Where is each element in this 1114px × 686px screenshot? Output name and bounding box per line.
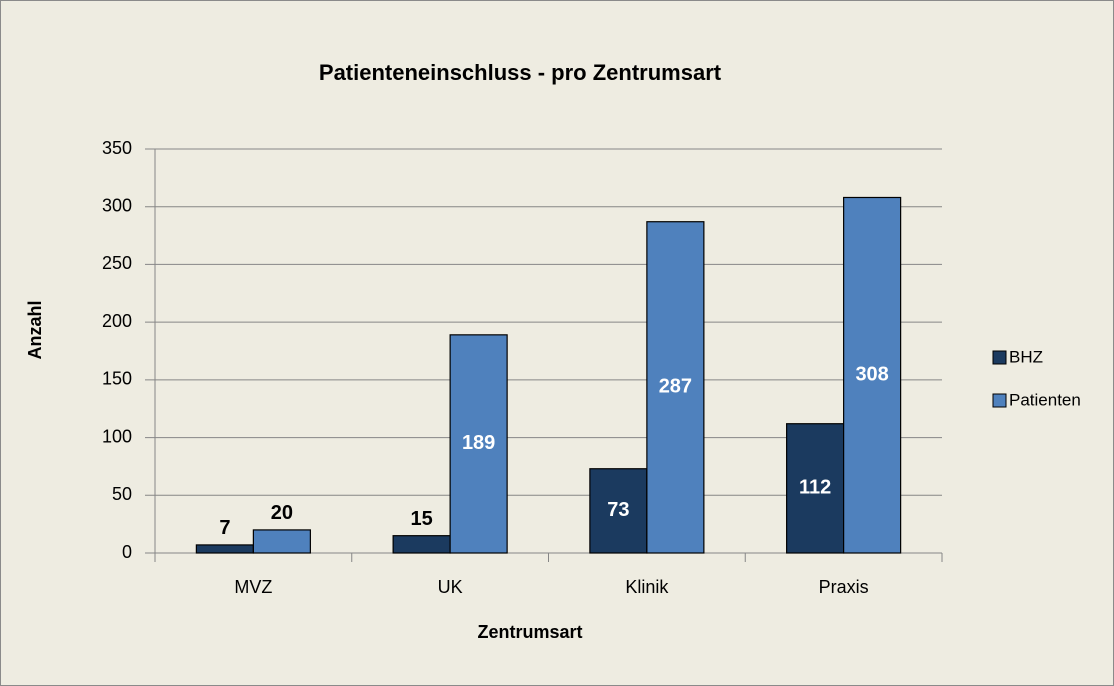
bar — [195, 544, 254, 554]
bar — [843, 196, 902, 554]
y-tick-label: 200 — [102, 311, 132, 331]
bar — [449, 334, 508, 554]
data-label: 73 — [607, 499, 629, 521]
data-label: 20 — [271, 502, 293, 524]
bar — [252, 529, 311, 554]
legend-label: Patienten — [1009, 390, 1081, 409]
legend-swatch — [992, 393, 1007, 408]
data-label: 15 — [411, 508, 433, 530]
y-tick-label: 300 — [102, 195, 132, 215]
chart-title: Patienteneinschluss - pro Zentrumsart — [319, 60, 722, 85]
bar — [646, 221, 705, 554]
x-tick-label: MVZ — [234, 577, 272, 597]
y-tick-label: 150 — [102, 369, 132, 389]
bar — [392, 535, 451, 554]
x-tick-label: Praxis — [819, 577, 869, 597]
data-label: 7 — [219, 517, 230, 539]
y-axis-label: Anzahl — [25, 300, 45, 359]
y-tick-label: 350 — [102, 138, 132, 158]
x-tick-label: Klinik — [625, 577, 669, 597]
data-label: 308 — [855, 364, 888, 386]
x-tick-label: UK — [438, 577, 463, 597]
y-tick-label: 50 — [112, 484, 132, 504]
x-axis-label: Zentrumsart — [477, 622, 582, 642]
y-tick-label: 250 — [102, 253, 132, 273]
data-label: 189 — [462, 432, 495, 454]
y-tick-label: 100 — [102, 426, 132, 446]
y-tick-label: 0 — [122, 542, 132, 562]
data-label: 112 — [799, 477, 831, 499]
legend-label: BHZ — [1009, 347, 1043, 366]
bar — [786, 423, 845, 554]
legend-swatch — [992, 350, 1007, 365]
data-label: 287 — [659, 376, 692, 398]
